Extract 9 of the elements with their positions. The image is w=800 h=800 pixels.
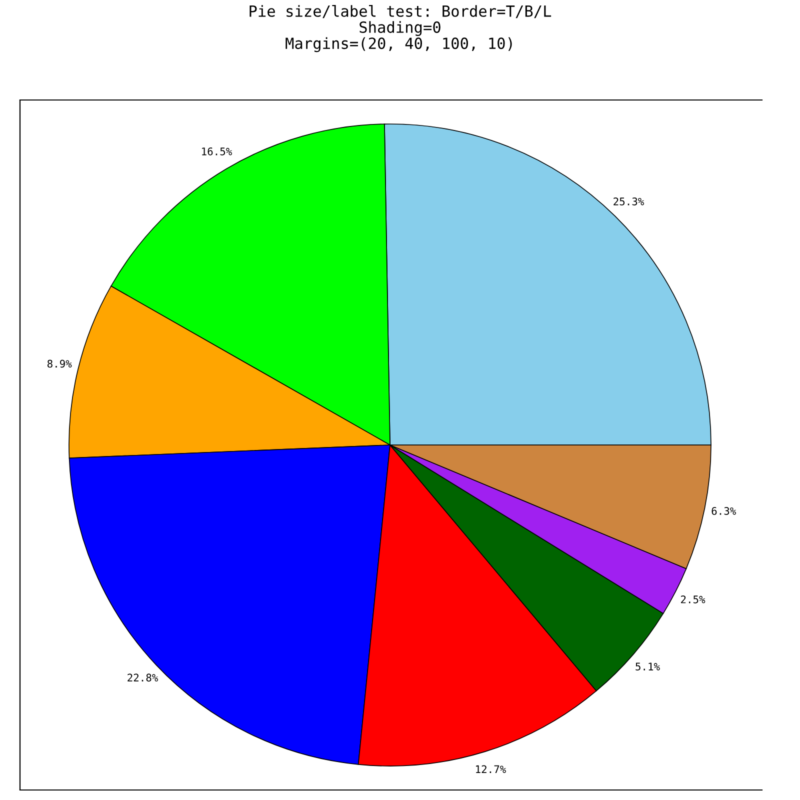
data-label: 16.5%: [202, 147, 232, 156]
data-label: 25.3%: [614, 198, 644, 206]
data-label: 22.8%: [128, 674, 158, 682]
data-label: 12.7%: [476, 765, 506, 773]
data-label: 8.9%: [47, 360, 72, 368]
data-label: 6.3%: [712, 507, 736, 515]
data-label: 2.5%: [680, 595, 706, 604]
chart-title: Pie size/label test: Border=T/B/L Shading=0 Margins=(20, 40, 100, 10): [250, 5, 552, 52]
data-label: 5.1%: [636, 662, 660, 670]
